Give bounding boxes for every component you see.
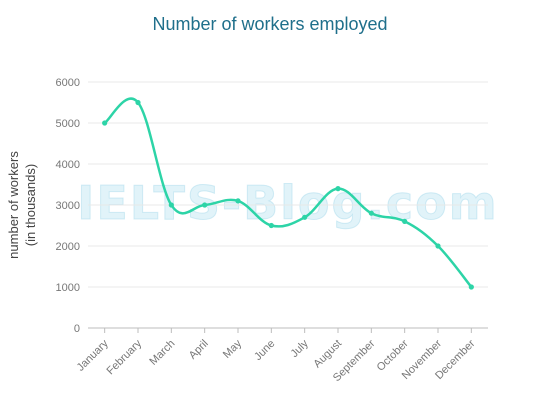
axes [88,327,488,333]
data-point-may [235,198,241,204]
data-point-march [168,202,174,208]
x-tick-label-april: April [187,338,211,362]
data-point-september [368,210,374,216]
x-tick-label-may: May [221,337,245,361]
y-axis-label: number of workers [6,151,21,259]
y-axis-title: number of workers (in thousands) [6,151,38,259]
data-point-november [435,243,441,249]
y-tick-label-4000: 4000 [56,159,80,171]
y-axis-unit-label: (in thousands) [23,164,38,246]
y-tick-label-2000: 2000 [56,241,80,253]
data-point-august [335,186,341,192]
chart-title: Number of workers employed [152,14,388,34]
data-point-january [102,120,108,126]
y-tick-label-3000: 3000 [56,200,80,212]
y-tick-label-6000: 6000 [56,77,80,89]
y-tick-labels: 0 1000 2000 3000 4000 5000 6000 [56,77,80,335]
series-layer [102,97,474,290]
x-tick-label-march: March [147,338,177,368]
data-point-february [135,99,141,106]
y-tick-label-0: 0 [74,323,80,335]
y-tick-label-5000: 5000 [56,118,80,130]
x-tick-label-august: August [311,338,344,371]
data-point-december [468,284,474,290]
data-point-april [202,202,208,208]
x-tick-label-july: July [288,337,311,360]
data-point-october [402,218,408,224]
watermark-layer: IELTS-Blog.com [77,176,498,231]
data-point-july [302,214,308,220]
x-tick-label-june: June [252,338,277,363]
gridlines [88,81,488,288]
watermark-text: IELTS-Blog.com [77,176,498,230]
x-tick-label-february: February [105,337,145,377]
data-point-june [268,222,274,229]
y-tick-label-1000: 1000 [56,282,80,294]
